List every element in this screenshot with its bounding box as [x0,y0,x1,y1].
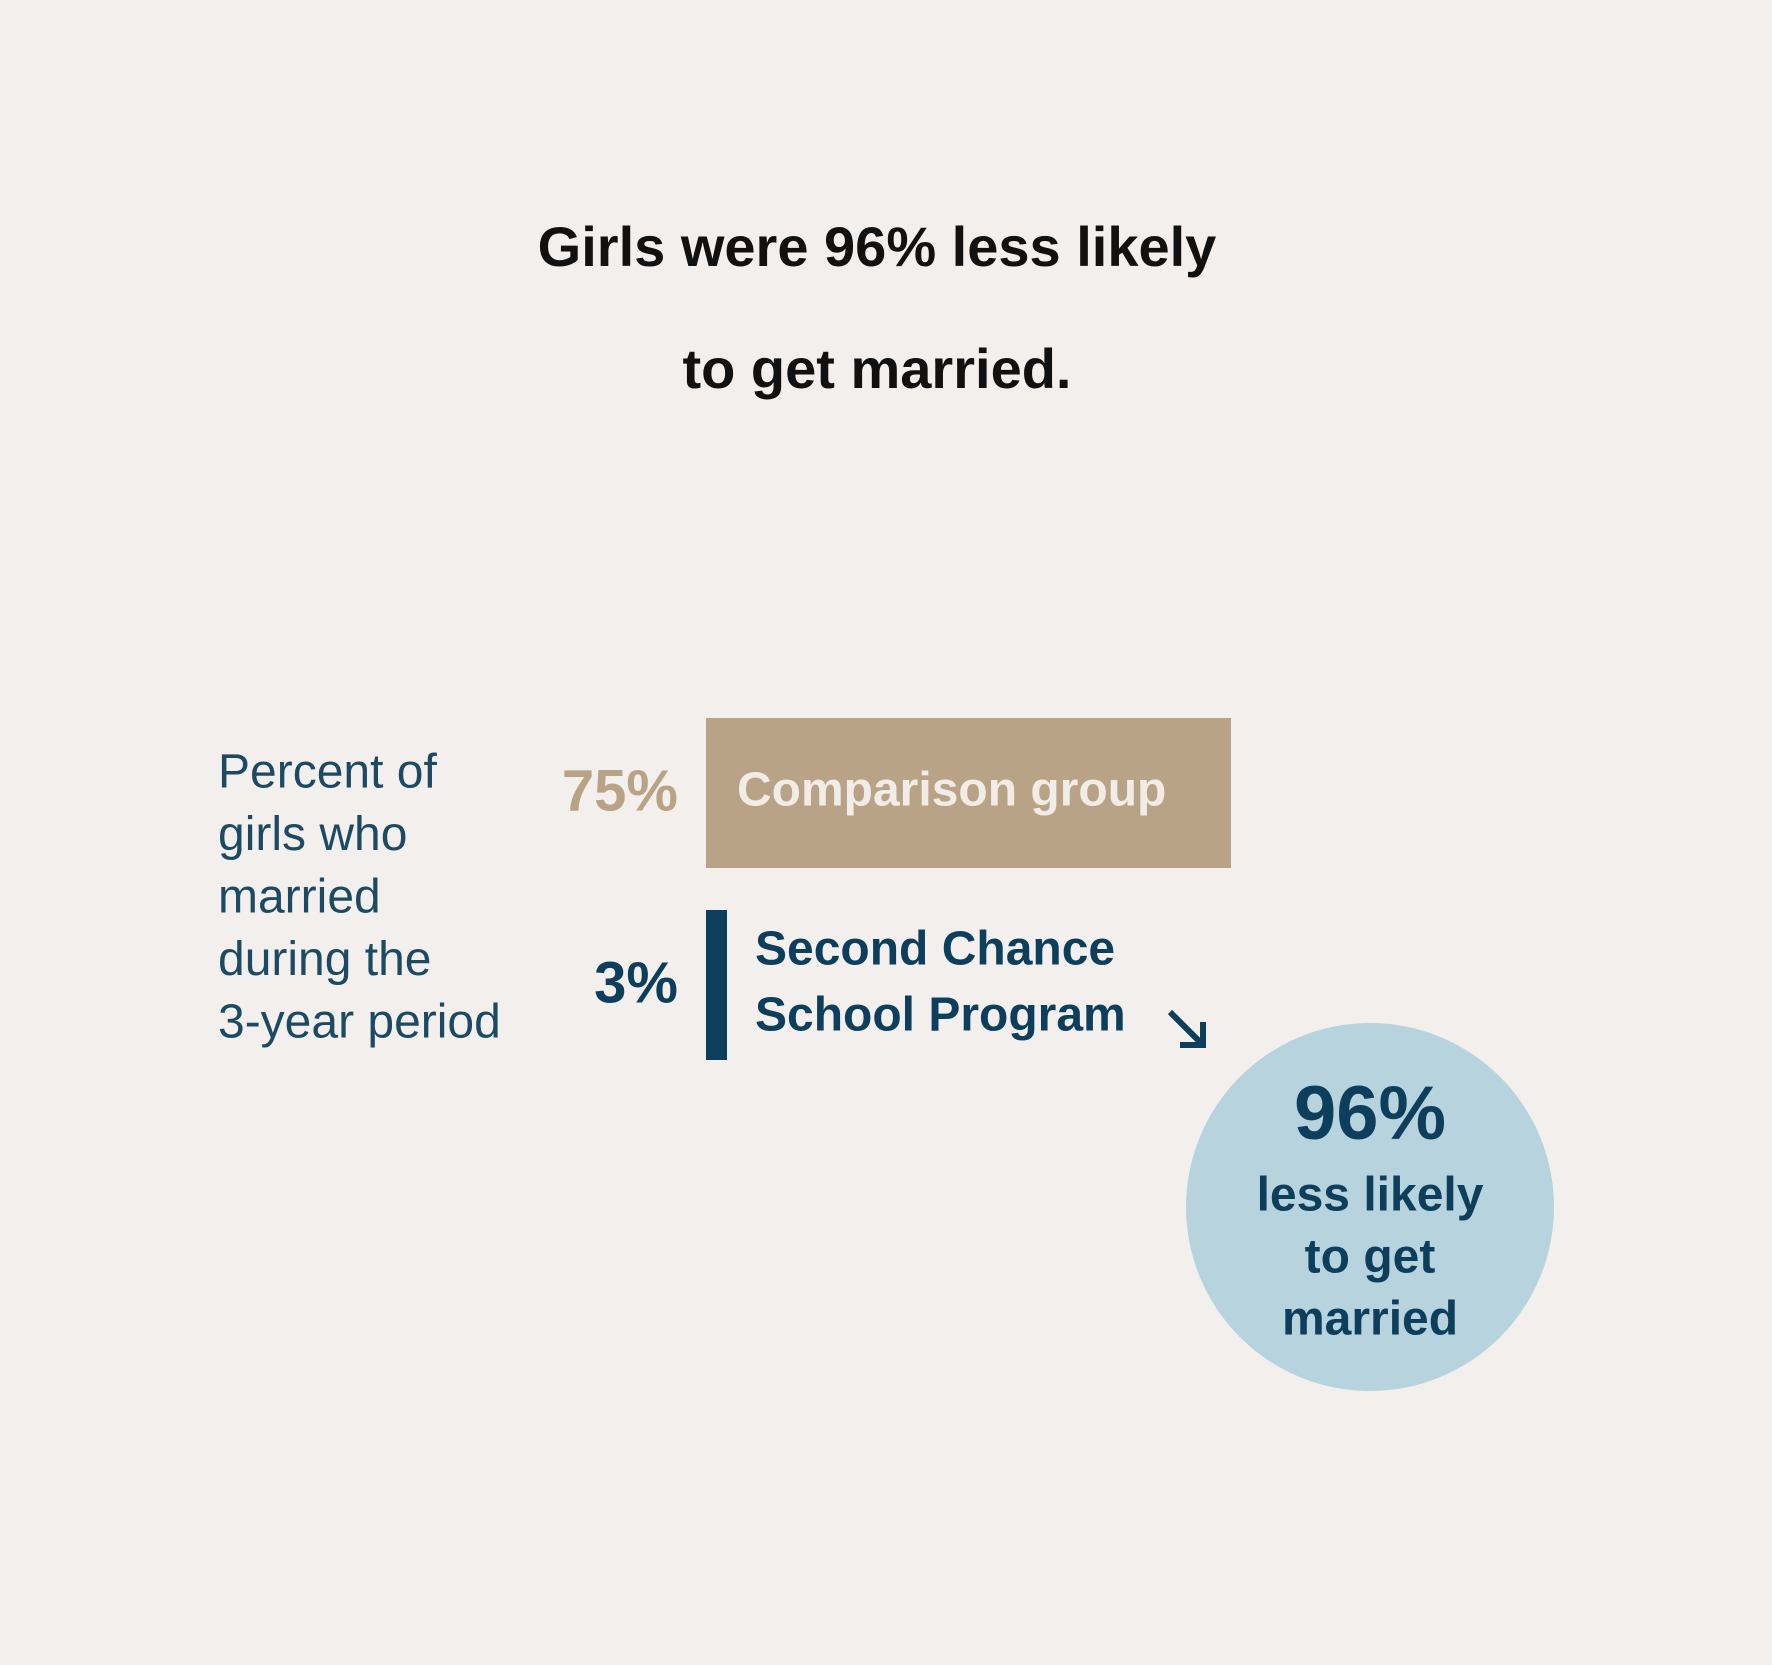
axis-label: during the [218,933,432,986]
category-label: Comparison group [737,764,1166,817]
bar [706,718,1231,868]
callout-text: married [1282,1293,1458,1346]
value-label: 3% [594,950,678,1015]
callout-text: to get [1305,1231,1436,1284]
callout-text: less likely [1257,1169,1484,1222]
chart-title: Girls were 96% less likely [538,215,1217,278]
arrow-icon [1167,1009,1206,1048]
axis-label: 3-year period [218,996,501,1049]
chart-title: to get married. [683,337,1072,400]
callout-headline: 96% [1294,1071,1446,1156]
value-label: 75% [562,758,678,823]
callout-circle [1186,1023,1554,1391]
category-label: School Program [755,989,1126,1042]
axis-label: married [218,871,381,924]
axis-label: Percent of [218,746,437,799]
axis-label: girls who [218,808,407,861]
category-label: Second Chance [755,923,1115,976]
bar [706,910,727,1060]
